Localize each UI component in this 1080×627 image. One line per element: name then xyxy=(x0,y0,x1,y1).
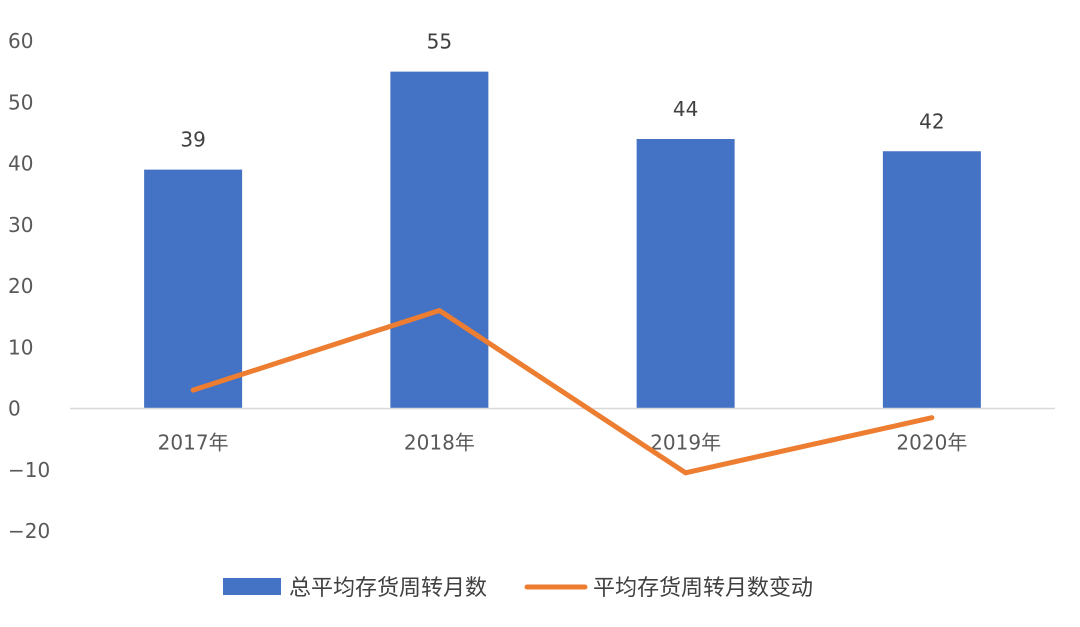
line-path xyxy=(193,311,932,473)
bar-data-label: 42 xyxy=(919,109,944,133)
legend-bar-swatch xyxy=(223,578,281,595)
bar xyxy=(637,139,735,409)
x-tick-label: 2019年 xyxy=(650,431,721,455)
y-axis: 60 50 40 30 20 10 0 −10 −20 xyxy=(8,29,50,543)
line-series xyxy=(193,310,932,473)
x-tick-label: 2020年 xyxy=(896,431,967,455)
x-tick-label: 2018年 xyxy=(404,431,475,455)
y-tick-label: −10 xyxy=(8,458,50,482)
bar-data-labels: 39 55 44 42 xyxy=(180,30,944,152)
y-tick-label: 40 xyxy=(8,152,33,176)
y-tick-label: 10 xyxy=(8,335,33,359)
bar xyxy=(883,151,981,408)
legend-line-label: 平均存货周转月数变动 xyxy=(593,576,813,601)
bar-data-label: 55 xyxy=(427,30,452,54)
bar-data-label: 44 xyxy=(673,97,698,121)
bar-data-label: 39 xyxy=(180,128,205,152)
legend-bar-label: 总平均存货周转月数 xyxy=(289,576,487,601)
y-tick-label: 0 xyxy=(8,397,21,421)
y-tick-label: 30 xyxy=(8,213,33,237)
bar xyxy=(390,72,488,409)
x-axis: 2017年 2018年 2019年 2020年 xyxy=(158,431,968,455)
legend: 总平均存货周转月数 平均存货周转月数变动 xyxy=(223,576,813,601)
y-tick-label: 60 xyxy=(8,29,33,53)
bar-series xyxy=(144,72,981,409)
y-tick-label: −20 xyxy=(8,519,50,543)
y-tick-label: 50 xyxy=(8,90,33,114)
y-tick-label: 20 xyxy=(8,274,33,298)
bar xyxy=(144,170,242,409)
x-tick-label: 2017年 xyxy=(158,431,229,455)
